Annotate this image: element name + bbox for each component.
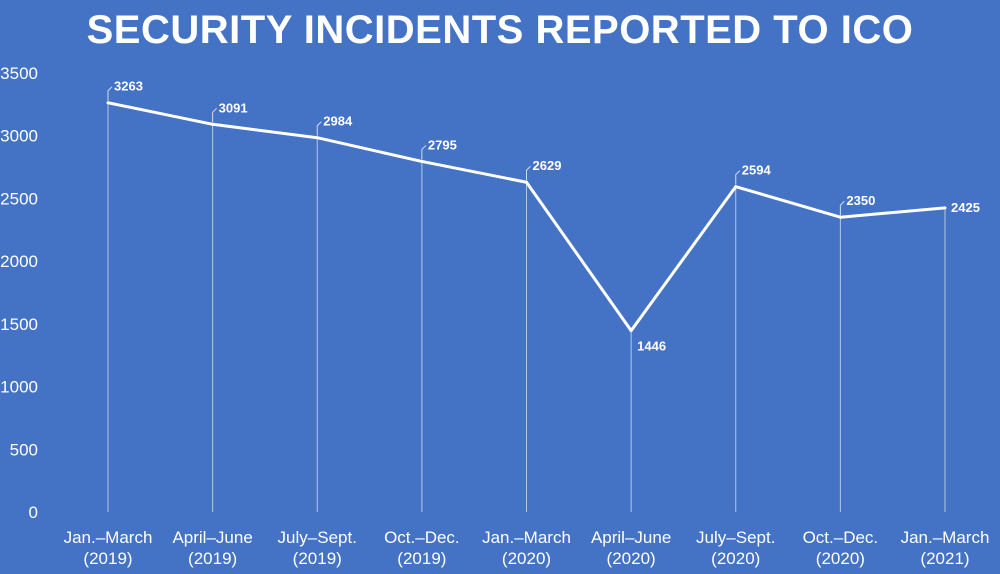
y-tick-label: 3500 bbox=[0, 64, 38, 83]
data-label: 2629 bbox=[533, 158, 562, 173]
x-category-label: Oct.–Dec. (2019) bbox=[384, 528, 460, 568]
y-tick-label: 3000 bbox=[0, 127, 38, 146]
data-label-leader bbox=[212, 107, 217, 123]
data-label-leader bbox=[421, 145, 427, 160]
y-tick-label: 0 bbox=[29, 503, 38, 522]
data-label: 2984 bbox=[323, 114, 353, 129]
data-label: 3263 bbox=[114, 79, 143, 94]
chart-title: SECURITY INCIDENTS REPORTED TO ICO bbox=[86, 8, 914, 52]
x-category-label: Oct.–Dec. (2020) bbox=[803, 528, 879, 568]
data-point bbox=[629, 329, 633, 333]
data-label: 1446 bbox=[637, 339, 666, 354]
data-point bbox=[525, 180, 528, 184]
y-tick-label: 500 bbox=[10, 440, 38, 459]
data-label: 2795 bbox=[428, 137, 457, 152]
data-label-leader bbox=[526, 165, 531, 181]
x-category-label: Jan.–March (2021) bbox=[901, 528, 990, 568]
data-label: 2425 bbox=[951, 200, 980, 215]
y-tick-label: 2000 bbox=[0, 252, 38, 271]
x-category-label: April–June (2020) bbox=[591, 528, 671, 568]
x-category-label: July–Sept. (2019) bbox=[278, 528, 357, 568]
data-label-leader bbox=[316, 121, 322, 136]
data-label: 3091 bbox=[219, 100, 248, 115]
data-label-leader bbox=[839, 200, 845, 216]
y-tick-label: 2500 bbox=[0, 189, 38, 208]
data-point bbox=[315, 136, 319, 140]
y-tick-label: 1500 bbox=[0, 315, 38, 334]
data-point bbox=[420, 159, 424, 163]
data-label: 2350 bbox=[846, 193, 875, 208]
data-label: 2594 bbox=[742, 163, 772, 178]
data-point bbox=[838, 215, 842, 219]
x-category-label: July–Sept. (2020) bbox=[696, 528, 775, 568]
x-category-label: Jan.–March (2019) bbox=[64, 528, 153, 568]
y-tick-label: 1000 bbox=[0, 378, 38, 397]
data-label-leader bbox=[107, 86, 113, 101]
data-point bbox=[211, 122, 215, 126]
data-point bbox=[734, 185, 738, 189]
data-point bbox=[943, 206, 947, 210]
data-point bbox=[106, 101, 110, 105]
x-category-label: Jan.–March (2020) bbox=[482, 528, 571, 568]
x-category-label: April–June (2019) bbox=[172, 528, 252, 568]
data-label-leader bbox=[735, 170, 741, 185]
